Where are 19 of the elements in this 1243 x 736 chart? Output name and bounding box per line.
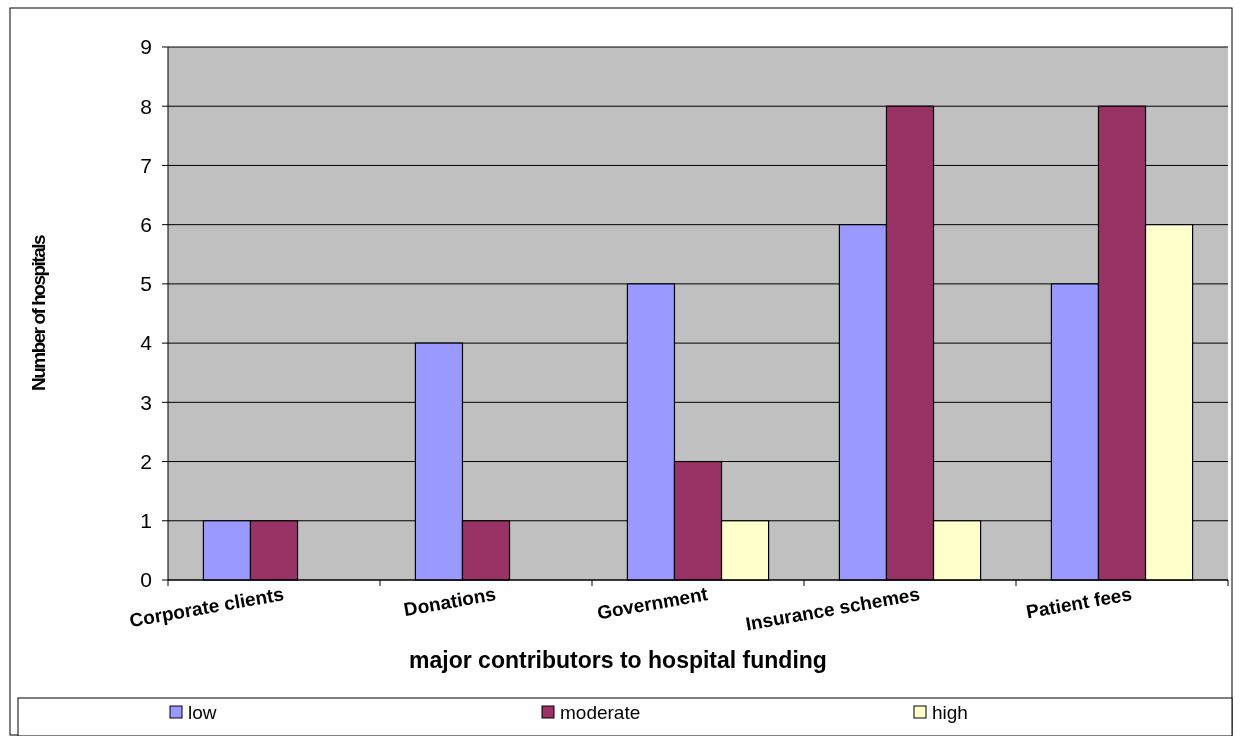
x-tick-label: Donations bbox=[402, 583, 498, 621]
y-tick-label: 4 bbox=[140, 331, 153, 355]
x-tick-label: Patient fees bbox=[1024, 583, 1134, 623]
legend-label: low bbox=[188, 701, 217, 723]
x-tick-label: Insurance schemes bbox=[743, 583, 922, 635]
y-tick-label: 5 bbox=[140, 272, 152, 296]
y-tick-label: 9 bbox=[140, 35, 152, 59]
x-tick-label: Government bbox=[595, 583, 710, 624]
y-tick-label: 3 bbox=[140, 390, 152, 414]
y-tick-label: 2 bbox=[140, 449, 152, 473]
y-tick-label: 7 bbox=[140, 153, 152, 177]
x-axis-title: major contributors to hospital funding bbox=[409, 647, 827, 673]
y-tick-label: 0 bbox=[140, 568, 152, 592]
y-tick-label: 6 bbox=[140, 213, 152, 237]
legend-label: high bbox=[932, 701, 968, 723]
y-axis-title: Number of hospitals bbox=[28, 234, 49, 392]
y-tick-label: 1 bbox=[140, 509, 152, 533]
legend-label: moderate bbox=[560, 701, 641, 723]
y-tick-label: 8 bbox=[140, 94, 152, 118]
